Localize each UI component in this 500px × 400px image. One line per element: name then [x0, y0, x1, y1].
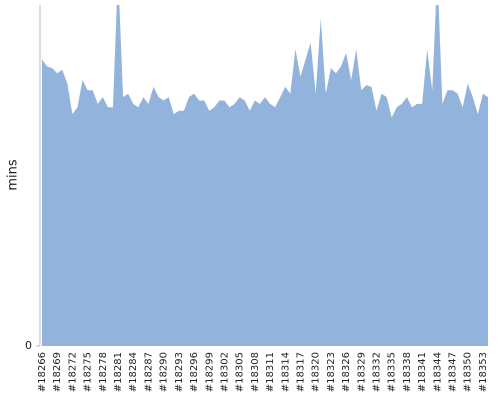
x-tick-label: #18338	[402, 352, 413, 392]
x-tick-label: #18266	[37, 352, 48, 392]
x-tick-label: #18314	[280, 352, 291, 392]
area	[42, 5, 488, 346]
x-tick-label: #18290	[159, 352, 170, 392]
x-tick-label: #18329	[356, 352, 367, 392]
x-tick-label: #18311	[265, 352, 276, 392]
x-tick-label: #18353	[478, 352, 489, 392]
x-tick-label: #18320	[311, 352, 322, 392]
x-tick-label: #18275	[83, 352, 94, 392]
y-axis-label: mins	[6, 159, 21, 191]
x-tick-label: #18347	[448, 352, 459, 392]
x-tick-label: #18284	[128, 352, 139, 392]
x-tick-label: #18287	[143, 352, 154, 392]
x-tick-label: #18272	[67, 352, 78, 392]
x-tick-label: #18302	[219, 352, 230, 392]
x-tick-label: #18326	[341, 352, 352, 392]
x-tick-label: #18332	[372, 352, 383, 392]
y-tick-label: 0	[25, 339, 32, 352]
x-tick-label: #18335	[387, 352, 398, 392]
x-tick-label: #18350	[463, 352, 474, 392]
x-tick-label: #18308	[250, 352, 261, 392]
x-tick-label: #18341	[417, 352, 428, 392]
x-tick-label: #18278	[98, 352, 109, 392]
x-tick-label: #18323	[326, 352, 337, 392]
x-tick-label: #18299	[204, 352, 215, 392]
x-tick-label: #18269	[52, 352, 63, 392]
x-tick-label: #18317	[295, 352, 306, 392]
x-tick-label: #18281	[113, 352, 124, 392]
x-tick-label: #18305	[235, 352, 246, 392]
x-tick-label: #18344	[432, 352, 443, 392]
x-tick-label: #18296	[189, 352, 200, 392]
x-tick-label: #18293	[174, 352, 185, 392]
